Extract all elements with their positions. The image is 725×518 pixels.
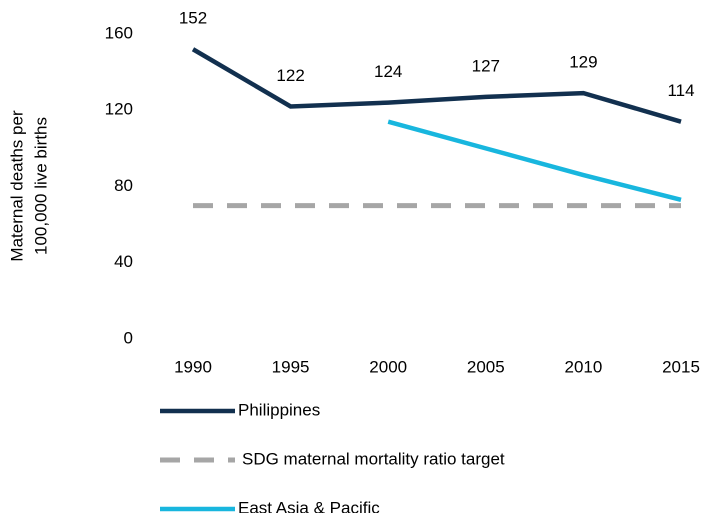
x-tick-label: 2005 [467,357,505,376]
x-tick-label: 2010 [564,357,602,376]
data-label: 124 [374,62,402,81]
x-tick-label: 1990 [174,357,212,376]
y-axis-title-line: Maternal deaths per [7,110,26,262]
x-tick-label: 1995 [272,357,310,376]
y-axis-title: Maternal deaths per 100,000 live births [7,110,50,262]
x-tick-label: 2000 [369,357,407,376]
series-line [191,47,682,124]
data-label: 114 [667,81,694,100]
data-label: 152 [179,9,207,28]
y-tick-label: 40 [114,252,133,271]
y-axis-title-line: 100,000 live births [31,117,50,255]
series-line [387,119,682,203]
legend-label: East Asia & Pacific [238,498,380,513]
y-tick-label: 0 [124,328,133,347]
y-tick-label: 160 [105,23,133,42]
data-label: 127 [472,56,500,75]
data-label: 122 [276,66,304,85]
y-tick-label: 120 [105,100,133,119]
y-tick-label: 80 [114,176,133,195]
x-tick-label: 2015 [662,357,700,376]
legend-label: Philippines [238,400,320,419]
data-label: 129 [569,53,597,72]
legend-label: SDG maternal mortality ratio target [242,449,505,468]
